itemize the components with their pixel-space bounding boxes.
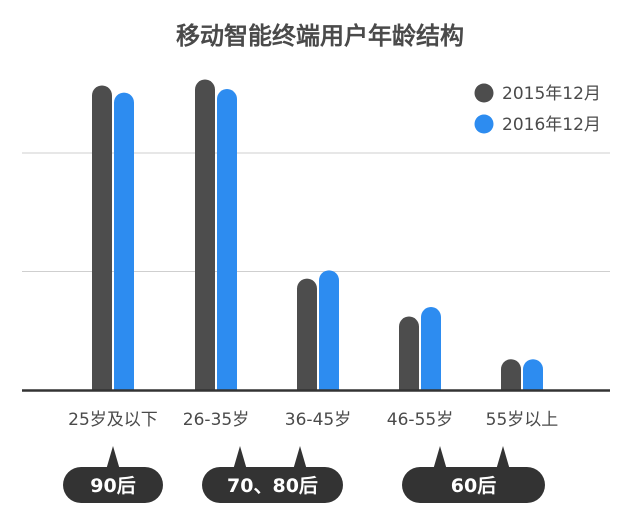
callout-pill — [63, 467, 163, 503]
callout-pointer — [293, 446, 307, 470]
callout-pointer — [433, 446, 447, 470]
x-tick-label: 25岁及以下 — [68, 410, 158, 430]
callout-pointer — [233, 446, 247, 470]
bar-2016-4 — [523, 359, 543, 390]
callout-label: 90后 — [90, 475, 135, 497]
callout-pill — [202, 467, 343, 503]
bar-2015-3 — [399, 316, 419, 390]
chart-title: 移动智能终端用户年龄结构 — [176, 22, 464, 50]
bar-2015-4 — [501, 359, 521, 390]
annotation-callout: 60后 — [402, 446, 545, 503]
legend-marker — [474, 114, 494, 134]
bar-2016-0 — [114, 92, 134, 390]
callout-pointer — [496, 446, 510, 470]
callout-label: 70、80后 — [227, 475, 318, 497]
callout-pill — [402, 467, 545, 503]
x-tick-label: 36-45岁 — [285, 410, 351, 430]
legend-marker — [474, 83, 494, 103]
x-tick-label: 26-35岁 — [183, 410, 249, 430]
x-tick-label: 46-55岁 — [387, 410, 453, 430]
bar-2015-1 — [195, 79, 215, 390]
annotation-callout: 90后 — [63, 446, 163, 503]
bar-2016-2 — [319, 270, 339, 390]
bar-2016-3 — [421, 307, 441, 390]
bar-2015-2 — [297, 278, 317, 390]
legend-label: 2016年12月 — [502, 115, 601, 135]
callout-pointer — [106, 446, 120, 470]
callout-label: 60后 — [451, 475, 496, 497]
bar-2015-0 — [92, 85, 112, 390]
legend-label: 2015年12月 — [502, 84, 601, 104]
bar-2016-1 — [217, 89, 237, 390]
annotation-callout: 70、80后 — [202, 446, 343, 503]
x-tick-label: 55岁以上 — [486, 410, 559, 430]
